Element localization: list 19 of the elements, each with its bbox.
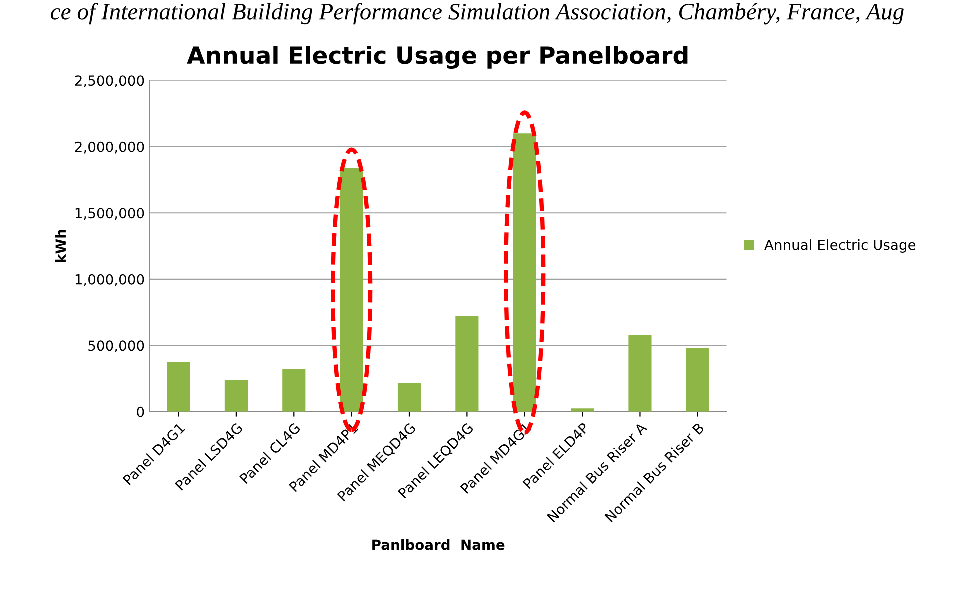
legend-label: Annual Electric Usage <box>764 240 916 253</box>
x-axis-title: Panlboard Name <box>372 540 505 550</box>
bar <box>282 370 306 412</box>
bar <box>167 362 190 412</box>
y-tick-label: 1,500,000 <box>76 208 144 220</box>
y-tick-label: 2,500,000 <box>75 76 144 88</box>
chart-title: Annual Electric Usage per Panelboard <box>187 46 688 70</box>
bar <box>456 316 479 412</box>
bar <box>686 348 710 412</box>
bar <box>628 335 652 412</box>
y-tick-label: 500,000 <box>88 340 144 353</box>
bar <box>398 383 422 412</box>
y-tick-label: 2,000,000 <box>75 142 144 154</box>
text: ce of International Building Performance Simulation Association, Chambéry, France, Aug <box>51 2 904 25</box>
y-tick-label: 1,000,000 <box>76 274 144 286</box>
y-axis-title: kWh <box>55 230 66 262</box>
bar <box>224 380 248 412</box>
bar <box>571 408 594 412</box>
y-tick-label: 0 <box>137 406 144 418</box>
